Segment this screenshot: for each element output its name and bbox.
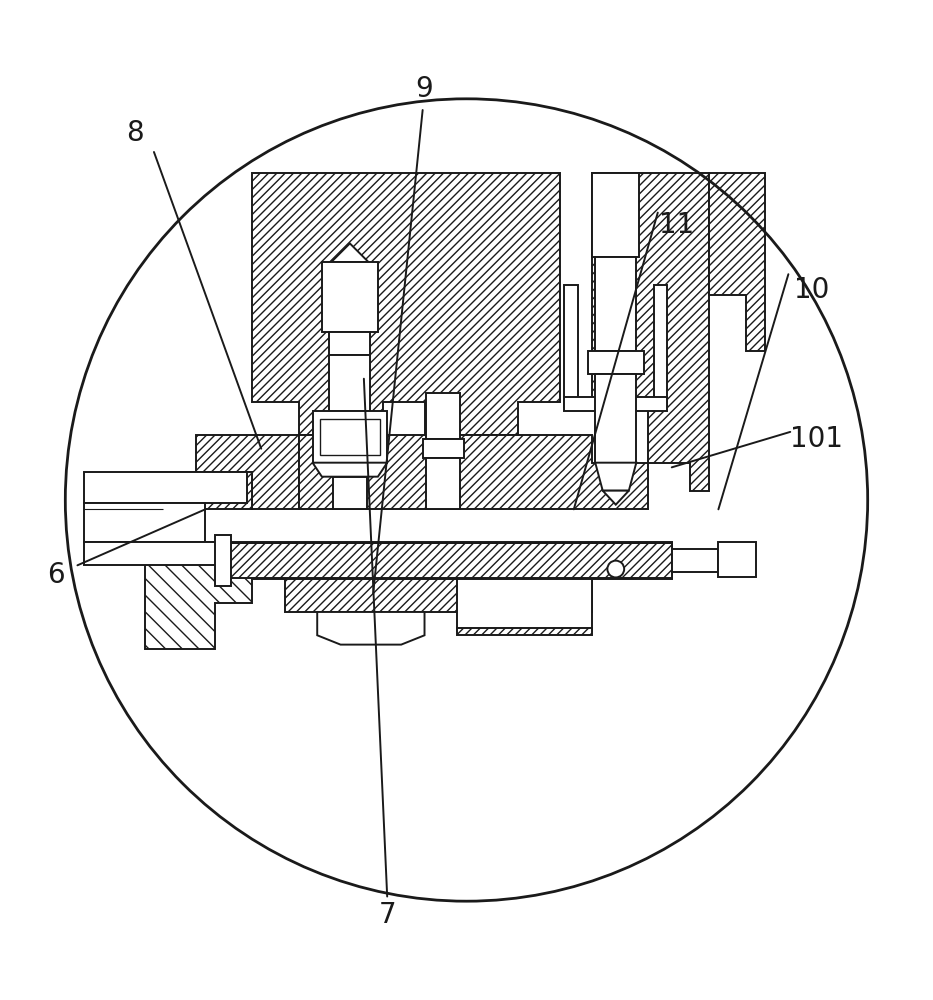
Bar (564, 397, 667, 411)
Polygon shape (317, 612, 425, 645)
Bar (215, 535, 231, 586)
Polygon shape (131, 472, 252, 509)
Polygon shape (252, 173, 560, 435)
Polygon shape (592, 173, 709, 491)
Bar (426, 458, 460, 509)
Bar (313, 411, 387, 463)
Bar (285, 579, 592, 612)
Polygon shape (313, 463, 387, 477)
Polygon shape (603, 491, 629, 505)
Bar (595, 374, 636, 463)
Text: 8: 8 (127, 119, 144, 147)
Polygon shape (331, 243, 369, 262)
Bar (84, 472, 247, 503)
Bar (588, 351, 644, 374)
Bar (329, 355, 370, 411)
Bar (426, 393, 460, 439)
Bar (672, 549, 718, 572)
Bar (654, 285, 667, 407)
Bar (333, 477, 367, 509)
Polygon shape (709, 173, 765, 351)
Text: 7: 7 (379, 901, 396, 929)
Polygon shape (145, 542, 252, 649)
Bar (718, 542, 756, 577)
Text: 10: 10 (794, 276, 829, 304)
Bar (229, 543, 672, 578)
Polygon shape (299, 435, 648, 509)
Polygon shape (595, 463, 636, 491)
Text: 101: 101 (790, 425, 842, 453)
Text: 11: 11 (659, 211, 694, 239)
Bar (84, 503, 205, 542)
Polygon shape (252, 542, 592, 579)
Text: 6: 6 (48, 561, 64, 589)
Bar (322, 262, 378, 332)
Bar (423, 439, 464, 458)
Polygon shape (196, 435, 299, 509)
Bar (329, 332, 370, 355)
Bar (84, 542, 224, 565)
Text: 9: 9 (415, 75, 434, 103)
Bar (595, 257, 636, 351)
Bar (320, 419, 380, 455)
Polygon shape (131, 509, 196, 547)
Bar (564, 285, 578, 407)
Bar (457, 628, 592, 635)
Bar (457, 579, 592, 631)
Polygon shape (592, 542, 672, 579)
Bar (592, 173, 639, 257)
Circle shape (607, 561, 624, 577)
